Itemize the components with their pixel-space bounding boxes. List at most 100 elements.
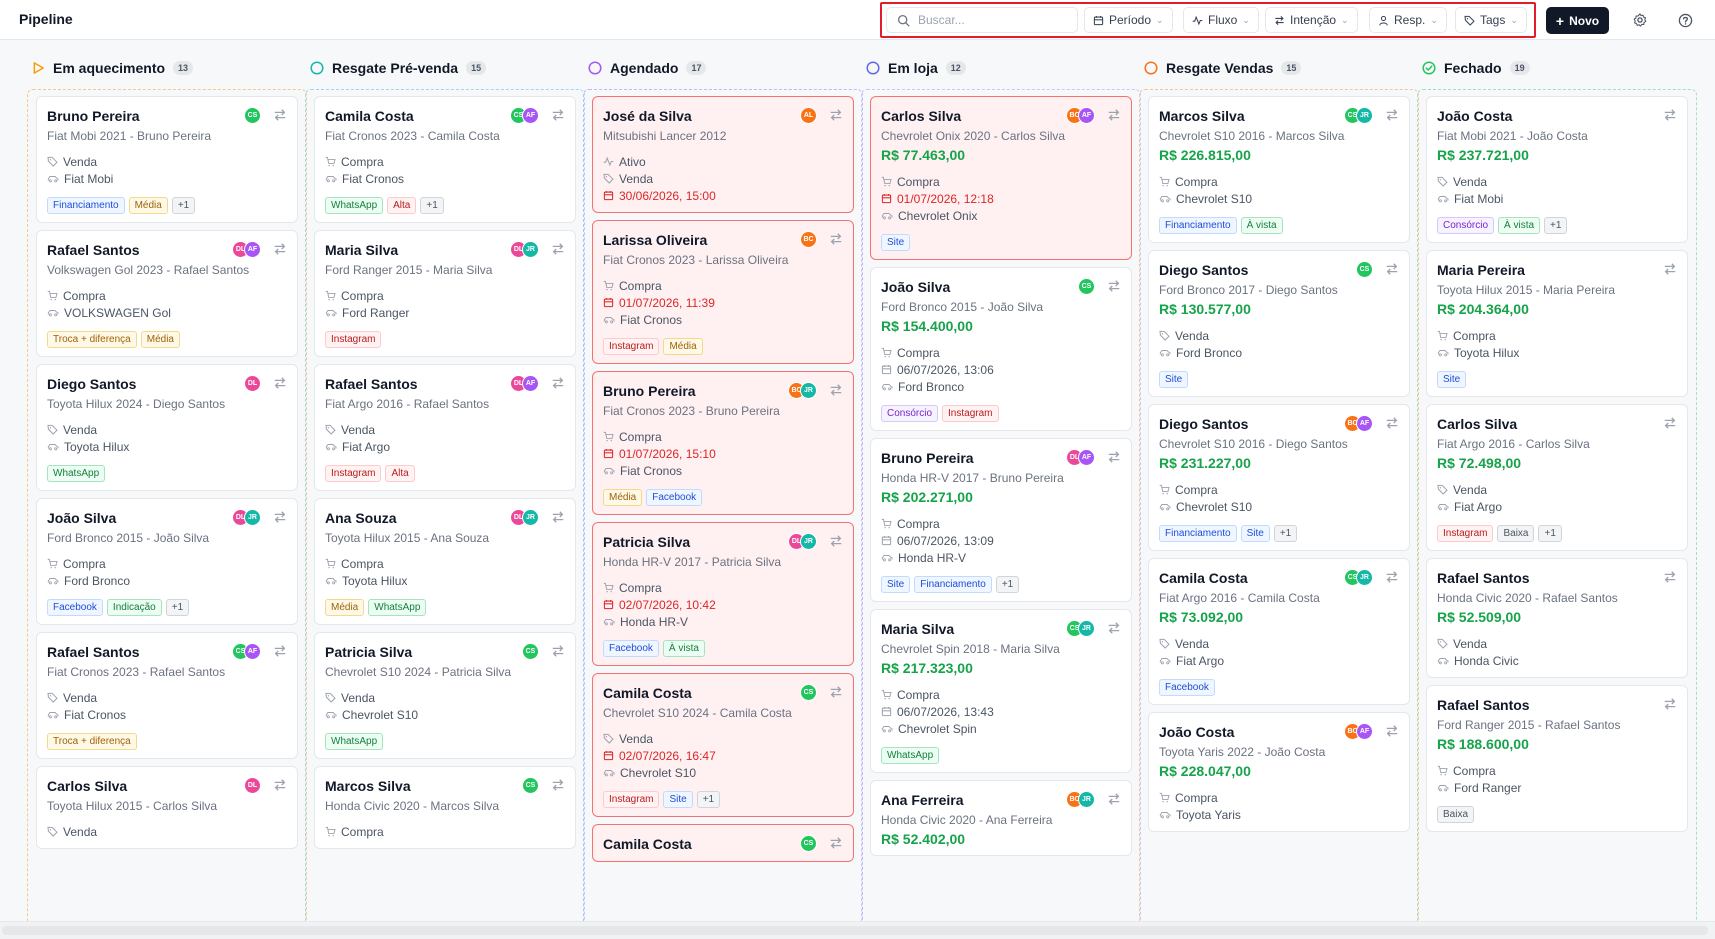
lead-card[interactable]: João Costa Fiat Mobi 2021 - João Costa R$ … [1426, 96, 1688, 243]
meta-text: Fiat Argo [1454, 499, 1503, 514]
transfer-icon[interactable] [551, 376, 565, 390]
column-card-list[interactable]: Bruno Pereira CS Fiat Mobi 2021 - Bruno Pe… [27, 89, 307, 921]
transfer-icon[interactable] [1385, 416, 1399, 430]
tag-icon [47, 826, 58, 837]
transfer-icon[interactable] [829, 836, 843, 850]
lead-card[interactable]: Patricia Silva DL JR Honda HR-V 2017 - Patr… [592, 522, 854, 666]
help-button[interactable] [1674, 9, 1696, 31]
lead-card[interactable]: Diego Santos CS Ford Bronco 2017 - Diego S… [1148, 250, 1410, 397]
lead-card[interactable]: Marcos Silva CS JR Chevrolet S10 2016 - Mar… [1148, 96, 1410, 243]
meta-text: Toyota Hilux [1454, 345, 1520, 360]
column-card-list[interactable]: Carlos Silva BC AF Chevrolet Onix 2020 - Ca… [861, 89, 1141, 921]
transfer-icon[interactable] [551, 242, 565, 256]
assignee-avatars: BC JR [1066, 791, 1095, 808]
transfer-icon[interactable] [551, 510, 565, 524]
lead-card[interactable]: Rafael Santos DL AF Volkswagen Gol 2023 - R… [36, 230, 298, 357]
transfer-icon[interactable] [273, 108, 287, 122]
lead-card[interactable]: Camila Costa CS Chevrolet S10 2024 - Camil… [592, 673, 854, 817]
lead-card[interactable]: Carlos Silva Fiat Argo 2016 - Carlos Silv… [1426, 404, 1688, 551]
meta-text: Compra [63, 556, 106, 571]
car-icon [1437, 655, 1449, 666]
lead-meta: Compra Toyota Yaris [1159, 789, 1399, 823]
filter-intencao-button[interactable]: Intenção ⌄ [1265, 7, 1358, 33]
transfer-icon[interactable] [273, 778, 287, 792]
transfer-icon[interactable] [273, 242, 287, 256]
horizontal-scrollbar-thumb[interactable] [2, 926, 1708, 935]
settings-button[interactable] [1629, 9, 1651, 31]
lead-card[interactable]: Carlos Silva DL Toyota Hilux 2015 - Carlos… [36, 766, 298, 849]
lead-card[interactable]: Larissa Oliveira BC Fiat Cronos 2023 - Lar… [592, 220, 854, 364]
lead-card[interactable]: Diego Santos DL Toyota Hilux 2024 - Diego … [36, 364, 298, 491]
transfer-icon[interactable] [829, 383, 843, 397]
tag-icon [603, 733, 614, 744]
lead-card[interactable]: Patricia Silva CS Chevrolet S10 2024 - Pat… [314, 632, 576, 759]
lead-card[interactable]: Rafael Santos CS AF Fiat Cronos 2023 - Rafa… [36, 632, 298, 759]
lead-card[interactable]: João Silva DL JR Ford Bronco 2015 - João Si… [36, 498, 298, 625]
transfer-icon[interactable] [829, 108, 843, 122]
transfer-icon[interactable] [1107, 279, 1121, 293]
lead-vehicle-subtitle: Ford Bronco 2015 - João Silva [47, 531, 210, 545]
lead-card[interactable]: José da Silva AL Mitsubishi Lancer 2012 Ati… [592, 96, 854, 213]
meta-row: Venda [1437, 635, 1677, 652]
lead-card[interactable]: Rafael Santos DL AF Fiat Argo 2016 - Rafael… [314, 364, 576, 491]
tag-badge: Site [663, 791, 693, 808]
transfer-icon[interactable] [1663, 108, 1677, 122]
lead-card[interactable]: Diego Santos BC AF Chevrolet S10 2016 - Die… [1148, 404, 1410, 551]
transfer-icon[interactable] [1663, 416, 1677, 430]
filter-periodo-button[interactable]: Período ⌄ [1084, 7, 1173, 33]
transfer-icon[interactable] [1385, 570, 1399, 584]
transfer-icon[interactable] [1107, 621, 1121, 635]
lead-card[interactable]: Marcos Silva CS Honda Civic 2020 - Marcos … [314, 766, 576, 849]
lead-card[interactable]: Bruno Pereira CS Fiat Mobi 2021 - Bruno Pe… [36, 96, 298, 223]
lead-card[interactable]: João Costa BC AF Toyota Yaris 2022 - João C… [1148, 712, 1410, 832]
transfer-icon[interactable] [551, 644, 565, 658]
transfer-icon[interactable] [1663, 262, 1677, 276]
transfer-icon[interactable] [1385, 262, 1399, 276]
transfer-icon[interactable] [1107, 450, 1121, 464]
transfer-icon[interactable] [1385, 724, 1399, 738]
lead-card[interactable]: Bruno Pereira BC JR Fiat Cronos 2023 - Brun… [592, 371, 854, 515]
transfer-icon[interactable] [1385, 108, 1399, 122]
lead-card[interactable]: Maria Silva CS JR Chevrolet Spin 2018 - Mar… [870, 609, 1132, 773]
search-input[interactable] [918, 13, 1068, 27]
transfer-icon[interactable] [1663, 697, 1677, 711]
meta-text: Honda Civic [1454, 653, 1519, 668]
column-card-list[interactable]: Marcos Silva CS JR Chevrolet S10 2016 - Mar… [1139, 89, 1419, 921]
tag-badge: Instagram [942, 405, 999, 422]
filter-tags-button[interactable]: Tags ⌄ [1455, 7, 1527, 33]
lead-card[interactable]: João Silva CS Ford Bronco 2015 - João Silv… [870, 267, 1132, 431]
transfer-icon[interactable] [273, 644, 287, 658]
transfer-icon[interactable] [1107, 792, 1121, 806]
filter-resp-button[interactable]: Resp. ⌄ [1369, 7, 1447, 33]
search-box[interactable] [886, 7, 1078, 33]
transfer-icon[interactable] [829, 534, 843, 548]
new-button[interactable]: + Novo [1546, 7, 1609, 34]
transfer-icon[interactable] [273, 376, 287, 390]
transfer-icon[interactable] [829, 685, 843, 699]
lead-card[interactable]: Rafael Santos Ford Ranger 2015 - Rafael S… [1426, 685, 1688, 832]
assignee-avatars: CS [522, 643, 539, 660]
column-card-list[interactable]: João Costa Fiat Mobi 2021 - João Costa R$ … [1417, 89, 1697, 921]
transfer-icon[interactable] [1107, 108, 1121, 122]
transfer-icon[interactable] [1663, 570, 1677, 584]
filter-fluxo-button[interactable]: Fluxo ⌄ [1183, 7, 1259, 33]
lead-card[interactable]: Camila Costa CS [592, 824, 854, 862]
transfer-icon[interactable] [273, 510, 287, 524]
transfer-icon[interactable] [551, 108, 565, 122]
lead-card[interactable]: Bruno Pereira DL AF Honda HR-V 2017 - Bruno… [870, 438, 1132, 602]
horizontal-scrollbar[interactable] [0, 921, 1715, 939]
cart-icon [881, 689, 892, 700]
lead-card[interactable]: Maria Silva DL JR Ford Ranger 2015 - Maria … [314, 230, 576, 357]
lead-card[interactable]: Ana Ferreira BC JR Honda Civic 2020 - Ana F… [870, 780, 1132, 856]
meta-row: Venda [1437, 481, 1677, 498]
column-card-list[interactable]: Camila Costa CS AF Fiat Cronos 2023 - Camil… [305, 89, 585, 921]
lead-card[interactable]: Ana Souza DL JR Toyota Hilux 2015 - Ana Sou… [314, 498, 576, 625]
transfer-icon[interactable] [551, 778, 565, 792]
lead-card[interactable]: Maria Pereira Toyota Hilux 2015 - Maria P… [1426, 250, 1688, 397]
lead-card[interactable]: Camila Costa CS JR Fiat Argo 2016 - Camila … [1148, 558, 1410, 705]
lead-card[interactable]: Camila Costa CS AF Fiat Cronos 2023 - Camil… [314, 96, 576, 223]
lead-card[interactable]: Carlos Silva BC AF Chevrolet Onix 2020 - Ca… [870, 96, 1132, 260]
transfer-icon[interactable] [829, 232, 843, 246]
lead-card[interactable]: Rafael Santos Honda Civic 2020 - Rafael S… [1426, 558, 1688, 678]
column-card-list[interactable]: José da Silva AL Mitsubishi Lancer 2012 Ati… [583, 89, 863, 921]
